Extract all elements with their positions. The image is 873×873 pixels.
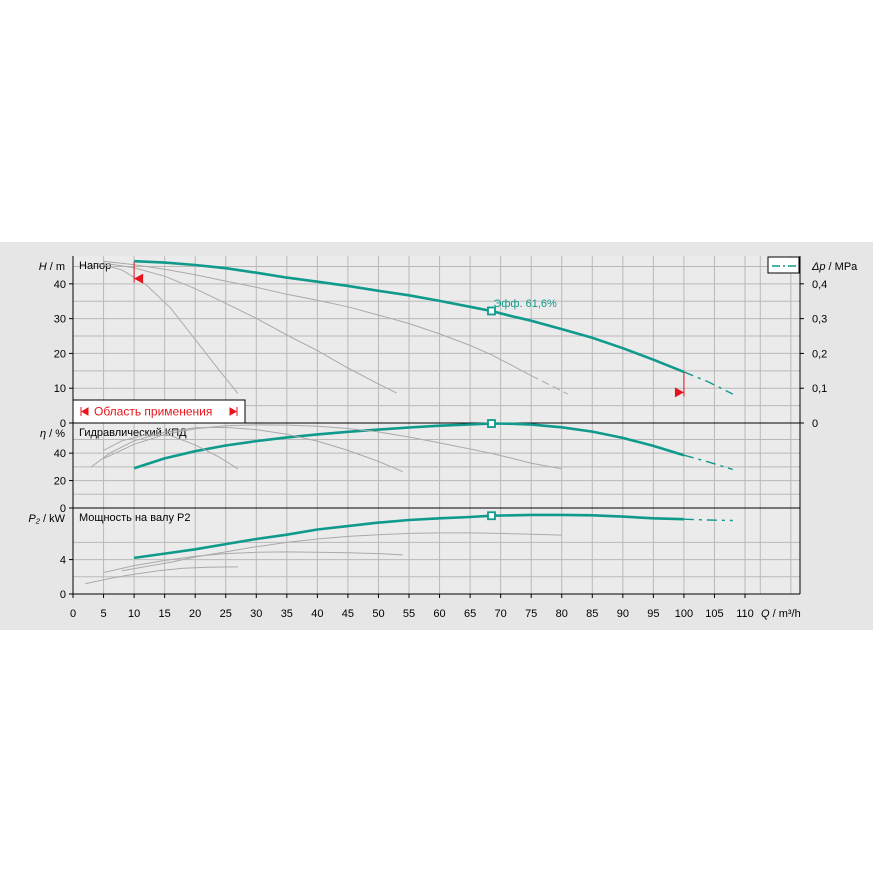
curve-main-extension <box>683 371 734 395</box>
x-tick-label: 40 <box>311 608 323 620</box>
y2-tick-label: 0,4 <box>812 279 827 291</box>
curve-reference <box>85 566 238 585</box>
y2-axis-label: Δp / MPa <box>811 261 858 273</box>
curve-reference <box>121 532 562 572</box>
curve-main <box>134 259 685 374</box>
x-axis-label: Q / m³/h <box>761 608 801 620</box>
y-tick-label: 40 <box>54 279 66 291</box>
x-tick-label: 105 <box>705 608 723 620</box>
x-tick-label: 20 <box>189 608 201 620</box>
x-tick-label: 30 <box>250 608 262 620</box>
x-tick-label: 25 <box>220 608 232 620</box>
y-axis-label: H / m <box>39 261 65 273</box>
x-tick-label: 5 <box>100 608 106 620</box>
curve-reference <box>97 262 239 394</box>
x-tick-label: 80 <box>556 608 568 620</box>
range-right-arrow-icon <box>229 407 238 416</box>
y-tick-label: 20 <box>54 348 66 360</box>
y-tick-label: 0 <box>60 503 66 515</box>
limit-marker-triangle <box>134 273 144 284</box>
curve-reference <box>103 260 532 377</box>
y-tick-label: 0 <box>60 589 66 601</box>
x-tick-label: 75 <box>525 608 537 620</box>
duty-point-marker <box>487 306 496 316</box>
y-tick-label: 0 <box>60 418 66 430</box>
panel-title: Напор <box>79 260 111 272</box>
curve-reference <box>91 426 404 473</box>
x-tick-label: 95 <box>647 608 659 620</box>
curve-main-extension <box>683 454 734 471</box>
y-tick-label: 4 <box>60 555 66 567</box>
x-tick-label: 55 <box>403 608 415 620</box>
x-tick-label: 60 <box>433 608 445 620</box>
x-tick-label: 85 <box>586 608 598 620</box>
x-tick-label: 15 <box>159 608 171 620</box>
y-tick-label: 20 <box>54 476 66 488</box>
curve-reference <box>103 551 403 573</box>
y-axis-label: η / % <box>40 428 65 440</box>
limit-marker-triangle <box>674 387 684 398</box>
curve-reference-extension <box>530 375 569 395</box>
legend-box <box>767 256 800 274</box>
x-tick-label: 65 <box>464 608 476 620</box>
y-axis-label: P₂ / kW <box>28 513 65 525</box>
range-left-arrow-icon <box>80 407 89 416</box>
range-label-text: Область применения <box>94 405 212 419</box>
efficiency-label: Эфф. 61,6% <box>493 298 557 310</box>
x-tick-label: 70 <box>495 608 507 620</box>
curve-main-extension <box>683 518 733 522</box>
pump-chart: 0 10 20 30 40 Напор H / m 0 0,1 0,2 0,3 0,4 Δp / MPa… <box>0 242 873 630</box>
duty-point-marker <box>487 511 496 521</box>
x-tick-label: 45 <box>342 608 354 620</box>
panel-title: Мощность на валу P2 <box>79 512 191 524</box>
x-tick-label: 50 <box>372 608 384 620</box>
x-tick-label: 35 <box>281 608 293 620</box>
y2-tick-label: 0,2 <box>812 348 827 360</box>
y-tick-label: 30 <box>54 314 66 326</box>
y-tick-label: 40 <box>54 448 66 460</box>
curve-reference <box>103 424 562 470</box>
x-tick-label: 100 <box>675 608 693 620</box>
curve-reference <box>103 434 239 470</box>
y2-tick-label: 0,1 <box>812 383 827 395</box>
curve-main <box>133 513 684 560</box>
x-tick-label: 0 <box>70 608 76 620</box>
x-tick-label: 10 <box>128 608 140 620</box>
x-tick-label: 110 <box>736 608 754 620</box>
curve-reference <box>103 262 398 394</box>
y2-tick-label: 0,3 <box>812 314 827 326</box>
x-tick-label: 90 <box>617 608 629 620</box>
y2-tick-label: 0 <box>812 418 818 430</box>
curve-main <box>133 422 685 470</box>
y-tick-label: 10 <box>54 383 66 395</box>
duty-point-marker <box>487 419 496 428</box>
